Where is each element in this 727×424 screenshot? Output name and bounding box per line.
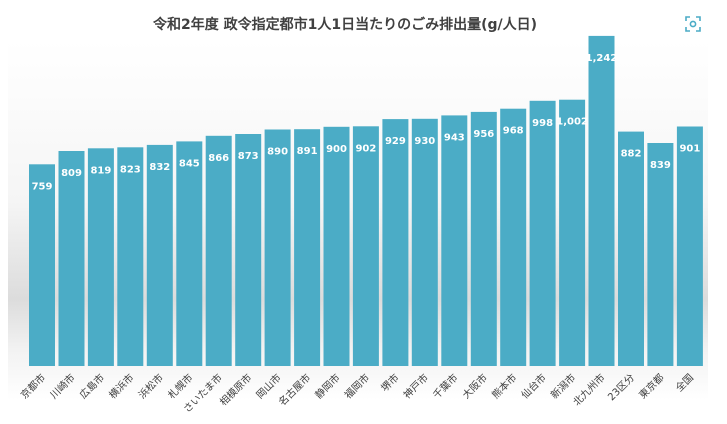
bar-value-label: 929 (385, 136, 406, 147)
bar-value-label: 839 (650, 160, 671, 171)
scan-button[interactable] (683, 14, 703, 34)
bar (559, 99, 586, 366)
bar (58, 151, 85, 366)
bar (470, 111, 497, 367)
bar-value-label: 823 (120, 164, 141, 175)
chart-title: 令和2年度 政令指定都市1人1日当たりのごみ排出量(g/人日) (152, 17, 538, 33)
bar-value-label: 930 (414, 136, 435, 147)
bar (235, 134, 262, 366)
bar (294, 129, 321, 366)
bar-value-label: 1,002 (556, 117, 588, 128)
bar-value-label: 1,242 (586, 53, 618, 64)
bar-value-label: 845 (179, 158, 200, 169)
bar (87, 148, 114, 366)
lens-scan-icon (685, 16, 701, 32)
bar-value-label: 882 (621, 149, 642, 160)
bar-value-label: 968 (503, 126, 524, 137)
bar-value-label: 809 (61, 168, 82, 179)
bar (618, 131, 644, 366)
bar (500, 108, 527, 366)
bar (647, 143, 674, 366)
bar (264, 129, 291, 366)
bar (411, 118, 438, 366)
bar (352, 126, 379, 366)
bar-value-label: 866 (208, 153, 229, 164)
bar-value-label: 943 (444, 132, 465, 143)
bar-value-label: 901 (679, 144, 700, 155)
bar-value-label: 891 (297, 146, 318, 157)
bar (205, 135, 232, 366)
bar (176, 141, 203, 366)
bar (323, 126, 350, 366)
bar (588, 35, 615, 367)
bar-value-label: 873 (238, 151, 259, 162)
bar-value-label: 956 (473, 129, 494, 140)
bar (29, 164, 55, 366)
bar (382, 119, 409, 366)
bar-value-label: 890 (267, 147, 288, 158)
bar-value-label: 900 (326, 144, 347, 155)
bar (529, 100, 556, 367)
bar (676, 126, 703, 366)
bar-value-label: 902 (355, 143, 376, 154)
bar-value-label: 832 (149, 162, 170, 173)
bar (146, 144, 173, 366)
bar-value-label: 998 (532, 118, 553, 129)
bar-value-label: 759 (32, 181, 53, 192)
bar (117, 147, 144, 366)
bar-value-label: 819 (90, 165, 111, 176)
bar (441, 115, 468, 367)
